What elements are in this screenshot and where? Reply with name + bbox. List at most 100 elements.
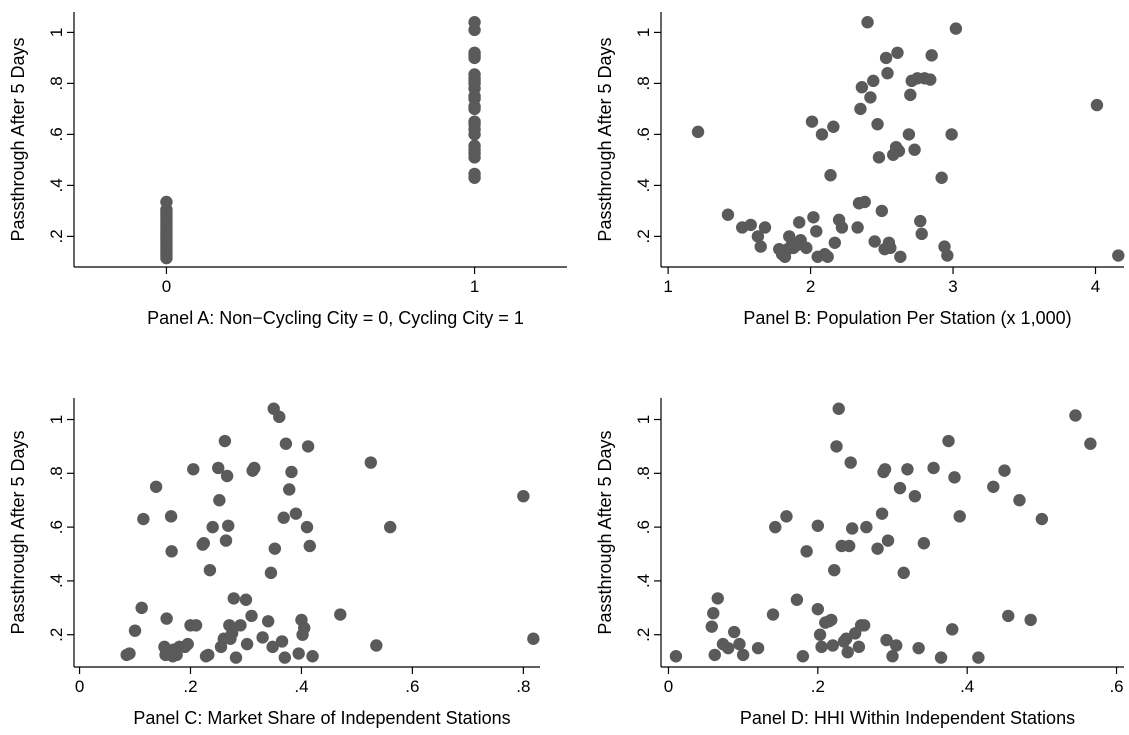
panel-c-data-point [303,539,316,553]
panel-d-data-point [1024,613,1037,627]
panel-c-data-point [517,489,530,503]
panel-d-data-point [1002,609,1015,623]
panel-b-data-point [914,214,927,228]
panel-b-x-axis-title: Panel B: Population Per Station (x 1,000… [743,308,1071,328]
panel-a-x-axis-title: Panel A: Non−Cycling City = 0, Cycling C… [147,308,524,328]
panel-c-data-point [292,647,305,660]
panel-c-y-axis-title: Passthrough After 5 Days [8,430,28,634]
panel-b-data-point [824,169,837,182]
panel-b-data-point [815,128,829,141]
panel-d-data-point [727,625,741,639]
panel-c-data-point [285,465,298,479]
panel-b-data-point [854,102,867,116]
panel-d-data-point [711,592,724,605]
panel-d-data-point [800,545,813,558]
panel-b-y-tick-label: 1 [634,28,653,37]
panel-d-data-point [942,434,955,448]
panel-d-data-point [886,650,899,663]
panel-d-x-tick-label: .2 [811,677,825,696]
panel-d-scatter: .2 .4 .6 .8 1 0 .2 .4 .6 Passthrough After 5 Days… [595,398,1124,728]
panel-c-data-point [275,635,289,648]
panel-d-data-point [790,593,804,606]
panel-b-data-point [835,221,849,234]
panel-b-data-point [941,249,954,262]
panel-d-data-point [708,648,721,662]
panel-a-y-tick-label: .8 [47,76,66,90]
panel-b-data-point [758,221,772,234]
panel-c-data-point [261,615,275,628]
panel-a-x-tick-label: 1 [470,277,479,296]
panel-c-data-point [227,592,240,605]
panel-b-data-point [792,216,806,229]
panel-c-data-point [278,651,292,664]
panel-a-data-point [468,46,481,59]
panel-a-y-tick-label: .2 [47,229,66,243]
panel-b-y-tick-label: .6 [634,127,653,141]
panel-c-data-point [370,639,383,652]
panel-b-data-point [691,125,705,139]
panel-d-data-point [766,608,780,621]
panel-c-data-point [160,612,173,625]
panel-d-data-point [811,519,825,532]
panel-d-data-point [881,534,895,547]
panel-c-data-point [334,608,347,621]
panel-d-data-point [733,637,746,651]
panel-c-data-point [225,627,239,640]
panel-c-data-point [298,621,311,635]
panel-c-y-tick-label: .6 [47,520,66,534]
panel-c-data-point [264,566,278,580]
panel-d-data-point [1013,494,1026,507]
panel-c-scatter: .2 .4 .6 .8 1 0 .2 .4 .6 .8 Passthrough After 5 Da… [8,398,540,728]
panel-b-y-tick-label: .4 [634,178,653,192]
panel-d-x-tick-label: .4 [960,677,974,696]
panel-c-data-point [197,537,211,550]
panel-c-data-point [384,520,397,534]
panel-c-data-point [289,507,303,520]
panel-b-data-point [879,51,893,65]
panel-d-y-tick-label: 1 [634,415,653,424]
panel-d-data-point [875,507,889,520]
panel-c-data-point [229,651,243,664]
panel-d-data-point [832,402,845,415]
panel-b-y-tick-label: .8 [634,76,653,90]
panel-c-y-tick-label: 1 [47,415,66,424]
panel-b-x-tick-label: 3 [948,277,957,296]
panel-b-data-point [828,236,842,249]
panel-b-data-point [855,81,869,94]
panel-b-data-point [904,88,917,102]
panel-c-data-point [187,463,200,476]
panel-b-data-point [1112,249,1125,262]
panel-d-data-point [1084,437,1097,450]
panel-c-data-point [234,619,247,632]
panel-c-x-tick-label: .6 [405,677,419,696]
panel-c-data-point [220,469,234,483]
panel-b-data-point [858,195,871,209]
panel-c-data-point [219,534,233,547]
panel-c-data-point [189,619,203,632]
panel-c-x-tick-label: .8 [516,677,530,696]
panel-b-data-point [915,227,928,241]
panel-b-x-tick-label: 1 [663,277,672,296]
panel-c-data-point [301,440,315,453]
panel-d-data-point [845,522,859,535]
panel-d-y-tick-label: .6 [634,520,653,534]
panel-c-data-point [164,510,178,523]
panel-b-data-point [892,144,906,158]
panel-a-x-tick-label: 0 [162,277,171,296]
panel-c-data-point [239,593,253,606]
panel-a-data-point [160,195,173,209]
panel-d-data-point [948,471,961,484]
panel-b-data-point [807,211,820,224]
panel-b-data-point [867,74,880,88]
panel-c-data-point [300,520,314,534]
panel-d-data-point [840,632,853,645]
panel-b-x-tick-label: 2 [806,277,815,296]
panel-c-data-point [123,647,136,660]
panel-b-data-point [902,128,916,141]
panel-c-data-point [137,512,150,526]
panel-d-y-tick-label: .4 [634,574,653,588]
panel-c-data-point [135,601,148,615]
panel-d-data-point [890,639,903,652]
panel-d-y-tick-label: .2 [634,628,653,642]
panel-c-x-tick-label: .4 [294,677,308,696]
